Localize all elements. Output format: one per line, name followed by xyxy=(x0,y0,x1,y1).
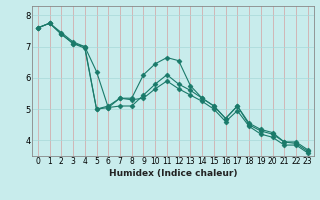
X-axis label: Humidex (Indice chaleur): Humidex (Indice chaleur) xyxy=(108,169,237,178)
